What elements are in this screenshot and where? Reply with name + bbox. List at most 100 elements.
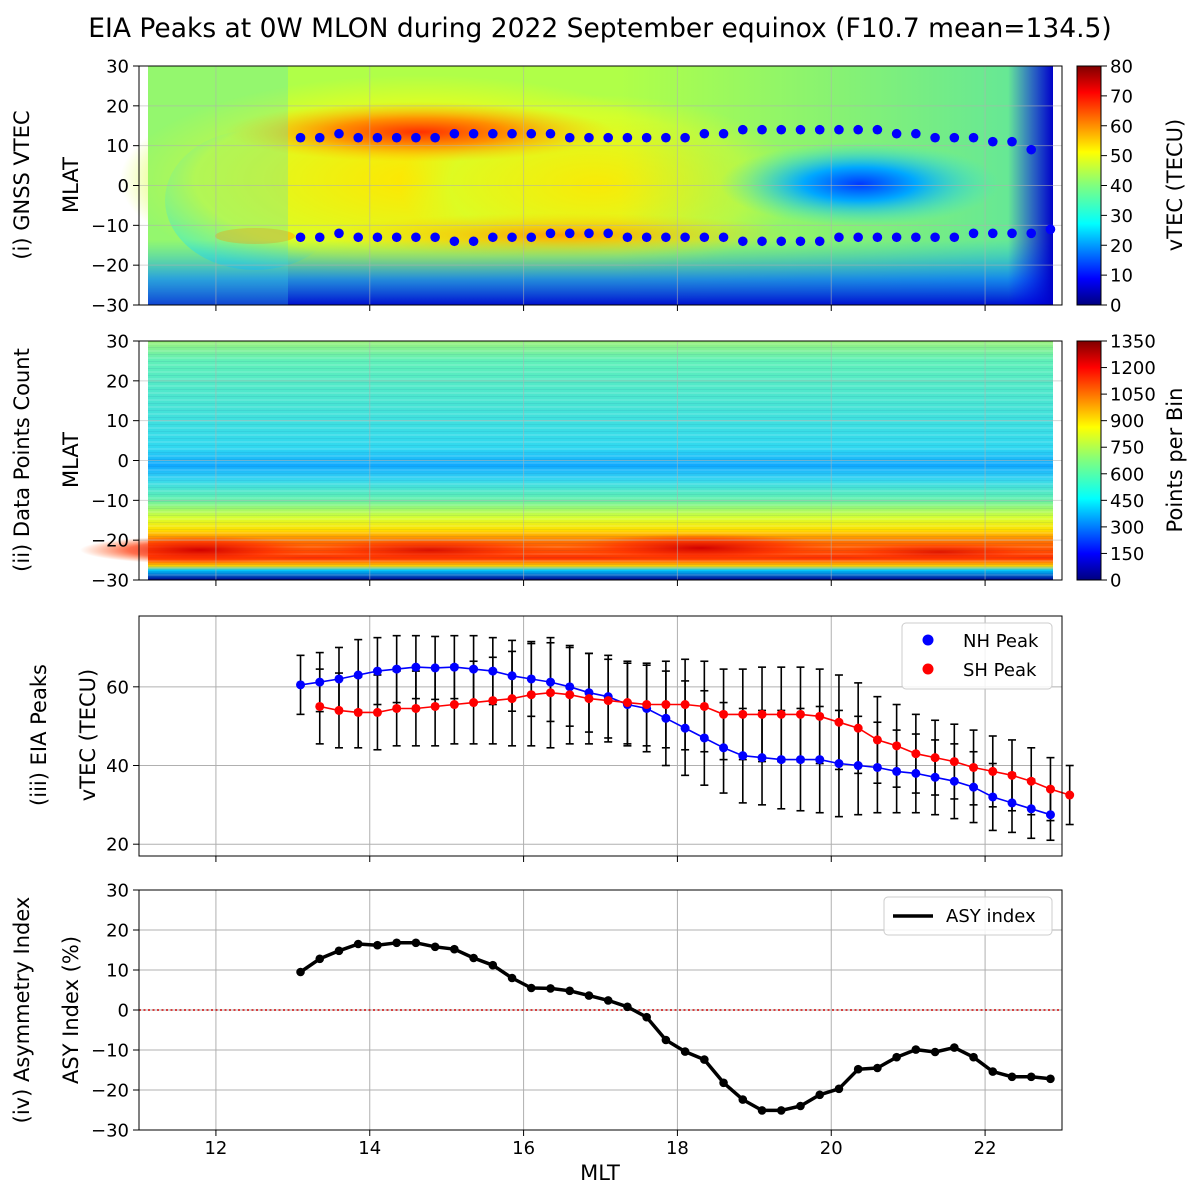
nh-peak-point [546,677,556,687]
asy-point [700,1055,709,1064]
legend: ASY index [883,896,1053,936]
sh-peak-marker [911,232,921,243]
colorbar-tick-label: 450 [1110,491,1144,512]
nh-peak-marker [930,132,940,143]
sh-peak-marker [545,228,556,239]
asy-point [450,944,459,954]
sh-peak-point [969,762,979,772]
x-axis-ticks [215,580,986,586]
nh-peak-marker [872,124,883,135]
y-tick-label: 40 [106,756,129,777]
sh-peak-point [565,690,575,700]
nh-peak-point [526,674,536,684]
nh-peak-point [488,666,498,676]
nh-peak-marker [564,132,575,143]
asy-point [988,1067,998,1076]
asy-point [353,939,363,949]
sh-peak-point [892,741,902,751]
nh-peak-point [430,663,440,673]
asy-point [411,938,421,948]
sh-peak-marker [814,236,825,247]
nh-peak-marker [295,132,306,143]
y-tick-label: −20 [91,531,129,552]
nh-peak-point [507,671,517,681]
nh-peak-point [1045,810,1055,820]
legend-nh-marker [922,634,934,646]
sh-peak-marker [391,232,402,243]
nh-peak-point [565,682,575,692]
peaks-panel: (iii) EIA Peaks vTEC (TECU) 20 40 60 NH Pe… [27,615,1075,862]
nh-peak-marker [468,128,479,139]
nh-peak-point [892,766,902,776]
sh-peak-marker [372,232,383,243]
sh-peak-point [661,700,671,710]
nh-peak-marker [968,132,979,143]
nh-peak-point [776,755,786,765]
sh-peak-point [719,709,729,719]
sh-peak-marker [776,236,787,247]
y-axis-label: MLAT [59,432,83,488]
sh-peak-point [642,700,652,710]
asy-point [815,1090,825,1100]
asy-point [392,938,401,948]
panel-side-label: (iii) EIA Peaks [27,664,51,806]
vtec-panel: (i) GNSS VTEC MLAT −30 −20 −10 0 10 20 30 0 10 2… [10,57,1187,317]
nh-peak-point [680,723,690,733]
nh-peak-marker [834,124,844,135]
colorbar-label: Points per Bin [1163,388,1187,533]
nh-peak-marker [680,132,690,143]
sh-peak-point [622,698,632,708]
legend-box [901,622,1053,690]
panel-side-label: (i) GNSS VTEC [10,110,34,259]
sh-peak-point [988,766,998,776]
nh-peak-marker [526,128,537,139]
sh-peak-point [738,709,748,719]
asy-point [1007,1072,1017,1082]
y-tick-label: 0 [118,451,129,472]
y-tick-label: −10 [91,1041,129,1062]
nh-peak-point [988,792,998,802]
asy-point [315,954,325,964]
nh-peak-marker [853,124,863,135]
nh-peak-point [699,733,709,743]
nh-peak-point [719,743,729,753]
sh-peak-marker [314,232,325,243]
sh-peak-marker [1045,224,1056,235]
asy-point [661,1035,671,1045]
asy-point [526,983,536,993]
colorbar-ticks: 0 150 300 450 600 750 900 1050 1200 1350 [1101,332,1156,592]
sh-peak-point [526,690,536,700]
colorbar-tick-label: 50 [1110,146,1133,167]
colorbar-tick-label: 0 [1110,571,1121,592]
nh-peak-point [795,755,805,765]
sh-peak-marker [795,236,806,247]
sh-peak-point [430,701,440,711]
y-tick-label: −20 [91,256,129,277]
counts-panel: (ii) Data Points Count MLAT −30 −20 −10 0 10… [10,332,1187,592]
y-axis-label: MLAT [59,157,83,213]
nh-peak-point [815,755,825,765]
nh-peak-marker [1007,136,1017,147]
sh-peak-marker [968,228,979,239]
y-tick-label: 20 [106,921,129,942]
sh-peak-marker [411,232,421,243]
nh-peak-point [738,751,748,761]
asy-point [950,1043,959,1052]
asy-point [603,996,613,1005]
nh-peak-point [834,759,844,769]
y-tick-label: −20 [91,1081,129,1102]
nh-peak-marker [507,128,517,139]
nh-peak-marker [622,132,633,143]
nh-peak-point [449,662,459,672]
nh-peak-point [469,664,479,674]
asy-point [565,986,575,996]
asy-panel: (iv) Asymmetry Index ASY Index (%) −30 −2… [10,881,1063,1185]
figure-title: EIA Peaks at 0W MLON during 2022 Septemb… [88,13,1111,44]
nh-peak-marker [737,124,748,135]
y-tick-label: −30 [91,296,129,317]
asy-point [584,991,594,1000]
x-axis-label: MLT [580,1161,620,1185]
asy-point [507,973,517,983]
y-axis-ticks: −30 −20 −10 0 10 20 30 [91,881,139,1142]
nh-peak-point [296,680,306,690]
